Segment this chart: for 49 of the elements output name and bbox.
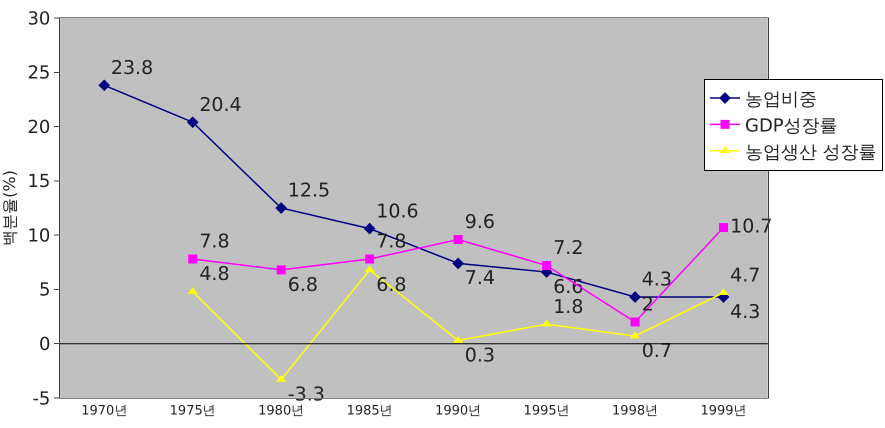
data-label: 10.6 bbox=[376, 200, 419, 222]
data-label: 1.8 bbox=[553, 296, 584, 318]
point bbox=[630, 318, 640, 326]
data-label: 4.3 bbox=[642, 268, 672, 291]
point bbox=[452, 258, 464, 270]
point bbox=[629, 291, 641, 303]
x-tick-label: 1980년 bbox=[258, 404, 304, 419]
legend-label: 농업비중 bbox=[745, 89, 817, 110]
point bbox=[186, 116, 199, 128]
point bbox=[276, 265, 286, 274]
x-tick-label: 1995년 bbox=[524, 404, 570, 419]
data-label: 9.6 bbox=[464, 211, 495, 234]
y-tick-label: -5 bbox=[32, 388, 50, 410]
point bbox=[365, 254, 374, 264]
y-tick-label: 30 bbox=[27, 8, 50, 30]
y-axis-title: 백분율(%) bbox=[0, 170, 19, 246]
x-tick-label: 1999년 bbox=[700, 404, 747, 419]
y-tick-label: 0 bbox=[38, 334, 50, 356]
data-label: 12.5 bbox=[288, 180, 330, 202]
y-tick-label: 10 bbox=[27, 225, 50, 246]
legend-label: 농업생산 성장률 bbox=[745, 142, 877, 163]
x-tick-label: 1985년 bbox=[346, 404, 393, 419]
data-label: 7.8 bbox=[376, 230, 406, 253]
point bbox=[454, 234, 463, 244]
data-label: 4.8 bbox=[199, 263, 230, 286]
data-label: 4.7 bbox=[730, 264, 760, 286]
point bbox=[98, 79, 110, 92]
data-label: 23.8 bbox=[110, 56, 154, 79]
data-label: 0.3 bbox=[464, 344, 495, 366]
point bbox=[719, 223, 728, 232]
legend-label: GDP성장률 bbox=[745, 115, 838, 136]
data-label: 20.4 bbox=[199, 94, 242, 116]
y-tick-label: 20 bbox=[27, 116, 50, 138]
data-label: 4.3 bbox=[730, 300, 760, 323]
point bbox=[364, 222, 376, 234]
x-tick-label: 1990년 bbox=[435, 404, 482, 419]
x-tick-label: 1975년 bbox=[170, 404, 216, 419]
point bbox=[275, 202, 288, 214]
point bbox=[188, 254, 198, 264]
x-tick-label: 1970년 bbox=[81, 404, 128, 419]
y-tick-label: 5 bbox=[38, 280, 50, 301]
y-tick-label: 15 bbox=[27, 171, 50, 192]
data-label: 7.8 bbox=[199, 230, 230, 253]
x-tick-label: 1998년 bbox=[612, 404, 658, 419]
data-label: 6.8 bbox=[288, 274, 318, 296]
y-tick-label: 25 bbox=[27, 62, 50, 84]
point bbox=[542, 261, 552, 270]
data-label: 7.4 bbox=[464, 267, 495, 290]
data-label: 7.2 bbox=[553, 237, 584, 260]
